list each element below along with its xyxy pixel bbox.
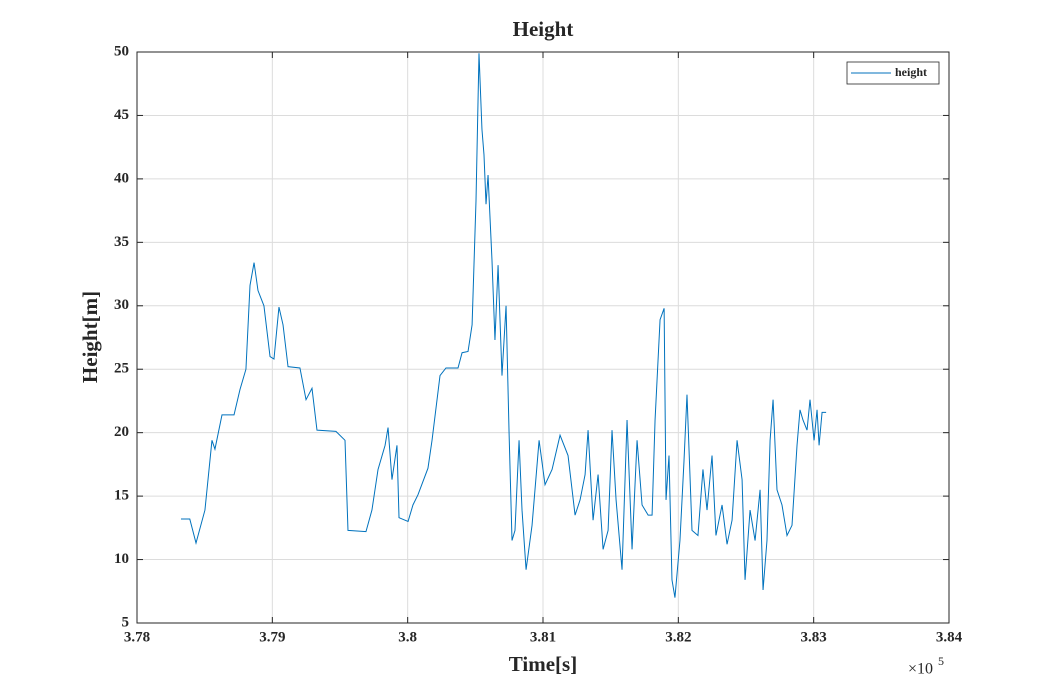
y-tick-label: 30 — [114, 297, 129, 313]
chart-title: Height — [513, 17, 574, 41]
x-multiplier: ×10 — [908, 661, 933, 678]
x-tick-label: 3.78 — [124, 629, 150, 645]
x-tick-label: 3.83 — [801, 629, 827, 645]
y-tick-label: 45 — [114, 107, 129, 123]
x-tick-label: 3.82 — [665, 629, 691, 645]
x-tick-label: 3.8 — [398, 629, 417, 645]
x-axis-label: Time[s] — [509, 652, 577, 676]
y-axis-label: Height[m] — [78, 291, 102, 383]
y-tick-label: 35 — [114, 234, 129, 250]
y-tick-label: 20 — [114, 424, 129, 440]
legend-box — [846, 61, 940, 85]
x-multiplier-exponent: 5 — [938, 654, 944, 668]
y-tick-label: 5 — [122, 614, 130, 630]
y-tick-label: 50 — [114, 43, 129, 59]
plot-frame — [136, 51, 950, 624]
y-tick-label: 40 — [114, 170, 129, 186]
x-tick-label: 3.84 — [936, 629, 963, 645]
x-tick-label: 3.79 — [259, 629, 285, 645]
y-tick-label: 25 — [114, 361, 129, 377]
data-line — [180, 53, 827, 598]
x-tick-label: 3.81 — [530, 629, 556, 645]
y-tick-label: 15 — [114, 488, 129, 504]
y-tick-label: 10 — [114, 551, 129, 567]
legend-label: height — [895, 65, 927, 79]
